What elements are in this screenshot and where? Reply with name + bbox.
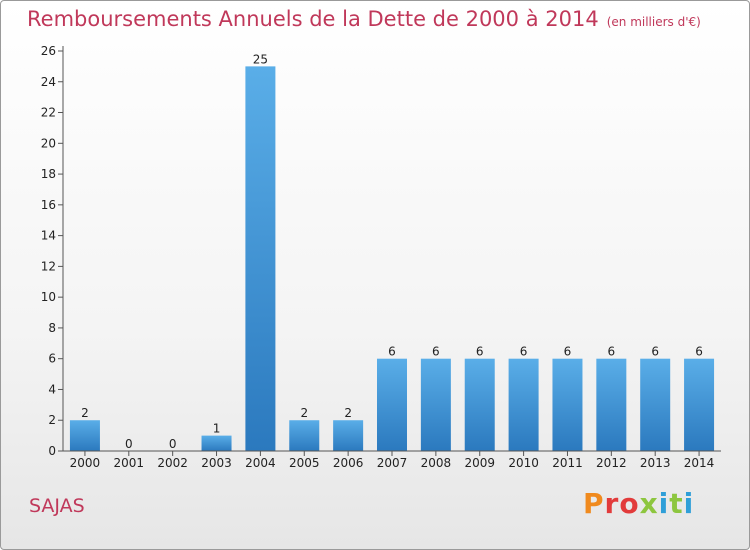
bar-2013 [640, 358, 671, 451]
y-tick-label: 6 [48, 352, 56, 366]
y-tick-label: 2 [48, 413, 56, 427]
chart-unit-label: (en milliers d'€) [606, 15, 701, 29]
chart-title: Remboursements Annuels de la Dette de 20… [27, 7, 701, 31]
bar-2010 [508, 358, 539, 451]
bar-value-label: 6 [695, 345, 703, 359]
x-tick-label: 2003 [201, 456, 232, 470]
x-tick-label: 2001 [114, 456, 145, 470]
x-tick-label: 2000 [70, 456, 101, 470]
bar-value-label: 6 [520, 345, 528, 359]
y-tick-label: 18 [41, 167, 56, 181]
bar-value-label: 2 [300, 406, 308, 420]
bar-value-label: 6 [388, 345, 396, 359]
bar-2012 [596, 358, 627, 451]
bar-value-label: 6 [476, 345, 484, 359]
bar-2014 [684, 358, 715, 451]
bar-value-label: 1 [213, 422, 221, 436]
bar-value-label: 6 [564, 345, 572, 359]
bar-value-label: 25 [253, 52, 268, 66]
x-tick-label: 2010 [508, 456, 539, 470]
bar-2007 [377, 358, 407, 451]
y-tick-label: 26 [41, 44, 56, 58]
bar-2011 [552, 358, 583, 451]
commune-name: SAJAS [29, 495, 85, 517]
x-tick-label: 2009 [464, 456, 495, 470]
x-tick-label: 2013 [640, 456, 671, 470]
y-tick-label: 0 [48, 444, 56, 458]
x-tick-label: 2014 [684, 456, 715, 470]
bar-2000 [69, 420, 100, 451]
x-tick-label: 2011 [552, 456, 583, 470]
x-tick-label: 2006 [333, 456, 364, 470]
y-tick-label: 12 [41, 259, 56, 273]
chart-title-text: Remboursements Annuels de la Dette de 20… [27, 7, 599, 31]
bar-value-label: 0 [125, 437, 133, 451]
x-tick-label: 2004 [245, 456, 276, 470]
bar-value-label: 6 [432, 345, 440, 359]
bar-value-label: 2 [81, 406, 89, 420]
y-tick-label: 16 [41, 198, 56, 212]
bar-2005 [289, 420, 320, 451]
x-axis: 2000 2001 2002 2003 2004 2005 2006 2007 2008 2009… [63, 450, 721, 470]
x-tick-label: 2012 [596, 456, 627, 470]
bar-2004 [245, 66, 276, 451]
y-tick-label: 22 [41, 106, 56, 120]
x-tick-label: 2005 [289, 456, 320, 470]
y-tick-label: 20 [41, 136, 56, 150]
y-tick-label: 4 [48, 382, 56, 396]
x-tick-label: 2008 [421, 456, 452, 470]
bar-value-label: 2 [344, 406, 352, 420]
bar-2009 [464, 358, 495, 451]
bar-value-label: 0 [169, 437, 177, 451]
bars-group: 2 0 0 1 25 2 2 6 6 6 6 6 6 6 6 [69, 52, 715, 451]
y-tick-label: 8 [48, 321, 56, 335]
x-tick-label: 2007 [377, 456, 408, 470]
y-tick-label: 10 [41, 290, 56, 304]
y-tick-label: 14 [41, 229, 56, 243]
bar-value-label: 6 [608, 345, 616, 359]
bar-2003 [201, 435, 232, 451]
x-tick-label: 2002 [157, 456, 188, 470]
bar-value-label: 6 [651, 345, 659, 359]
proxiti-logo[interactable]: Proxiti [583, 487, 695, 520]
y-tick-label: 24 [41, 75, 56, 89]
bar-2008 [420, 358, 451, 451]
bar-2006 [333, 420, 364, 451]
